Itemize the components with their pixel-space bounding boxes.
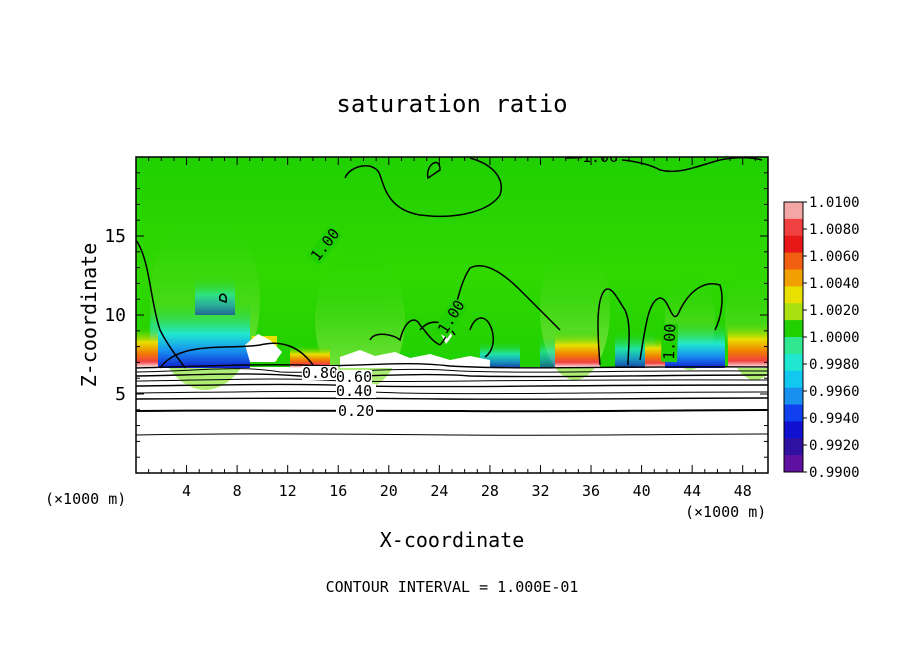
colorbar-swatch [784,337,803,355]
colorbar-swatch [784,252,803,270]
chart-title: saturation ratio [336,90,567,118]
colorbar-swatch [784,455,803,473]
x-tick-label: 24 [430,482,448,500]
colorbar-label: 1.0020 [809,303,860,319]
x-tick-label: 32 [531,482,549,500]
colorbar-label: 0.9940 [809,411,860,427]
x-tick-label: 8 [233,482,242,500]
x-tick-label: 20 [380,482,398,500]
y-tick-label: 10 [104,305,126,326]
colorbar-swatch [784,370,803,389]
x-tick-label: 48 [734,482,752,500]
contour-stack [136,363,768,436]
y-axis-label: Z-coordinate [77,243,101,388]
contour-label: 0.40 [336,382,372,400]
colorbar-label: 1.0100 [809,195,860,211]
x-tick-label: 4 [182,482,191,500]
colorbar-label: 1.0000 [809,330,860,346]
x-axis: 4 8 12 16 20 24 28 32 36 40 44 48 [148,157,756,500]
contour-label: 1.00 [582,148,618,166]
colorbar-swatch [784,320,803,338]
colorbar-swatch [784,286,803,304]
x-tick-label: 44 [683,482,701,500]
x-tick-label: 16 [329,482,347,500]
colorbar-swatch [784,269,803,287]
contour-label: 1.00 [660,323,679,360]
colorbar-label: 1.0060 [809,249,860,265]
x-axis-unit: (×1000 m) [45,490,126,508]
colorbar-label: 0.9900 [809,465,860,481]
colorbar-swatch [784,235,803,254]
x-tick-label: 36 [582,482,600,500]
contour-label: 0.80 [302,364,338,382]
colorbar-label: 1.0080 [809,222,860,238]
colorbar-swatch [784,404,803,422]
y-tick-label: 5 [115,384,126,405]
y-axis: 5 10 15 [104,172,768,458]
x-tick-label: 40 [633,482,651,500]
y-tick-label: 15 [104,226,126,247]
colorbar-swatch [784,202,803,220]
contour-label: 0.60 [336,368,372,386]
colorbar-swatch [784,438,803,456]
plot-area: 1.00 1.00 1.00 1.00 0.80 0.60 0.40 0.20 [136,148,768,473]
x-axis-label: X-coordinate [380,528,525,552]
contour-label: 0.20 [338,402,374,420]
x-tick-label: 28 [481,482,499,500]
contour-interval-note: CONTOUR INTERVAL = 1.000E-01 [326,578,579,596]
colorbar-label: 0.9960 [809,384,860,400]
contour-labels: 1.00 1.00 1.00 1.00 0.80 0.60 0.40 0.20 [302,148,679,420]
colorbar-swatch [784,421,803,439]
colorbar-swatch [784,218,803,237]
colorbar-label: 0.9980 [809,357,860,373]
colorbar-swatch [784,303,803,321]
colorbar-swatch [784,387,803,405]
colorbar-swatch [784,353,803,372]
x-axis-unit-right: (×1000 m) [685,503,766,521]
colorbar-label: 1.0040 [809,276,860,292]
colorbar: 1.0100 1.0080 1.0060 1.0040 1.0020 1.0000 0.99… [783,195,860,481]
x-tick-label: 12 [279,482,297,500]
colorbar-label: 0.9920 [809,438,860,454]
